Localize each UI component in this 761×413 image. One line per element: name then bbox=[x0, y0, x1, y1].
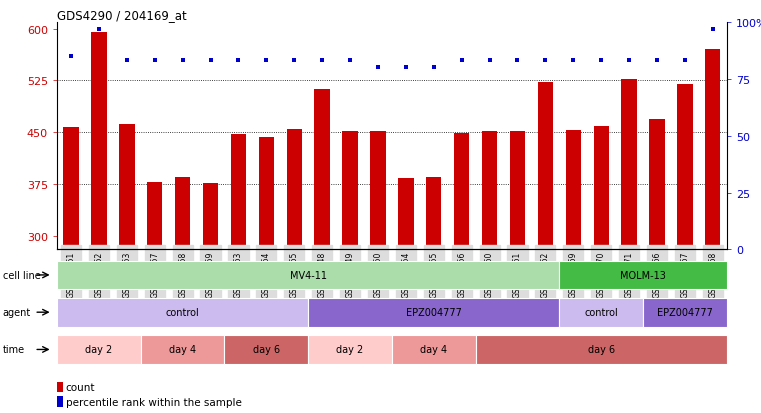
Point bbox=[400, 65, 412, 71]
Bar bbox=[308, 335, 392, 364]
Point bbox=[483, 58, 495, 65]
Text: day 2: day 2 bbox=[336, 344, 364, 355]
Bar bbox=[476, 335, 727, 364]
Bar bbox=[342, 131, 358, 250]
Text: day 4: day 4 bbox=[169, 344, 196, 355]
Text: day 6: day 6 bbox=[253, 344, 280, 355]
Bar bbox=[594, 127, 609, 250]
Text: day 4: day 4 bbox=[420, 344, 447, 355]
Bar bbox=[398, 179, 413, 250]
Text: day 2: day 2 bbox=[85, 344, 113, 355]
Bar bbox=[57, 382, 63, 392]
Bar bbox=[259, 138, 274, 250]
Point bbox=[121, 58, 133, 65]
Bar bbox=[287, 129, 302, 250]
Bar bbox=[705, 50, 721, 250]
Bar bbox=[57, 261, 559, 290]
Text: EPZ004777: EPZ004777 bbox=[657, 307, 713, 318]
Point bbox=[65, 54, 77, 60]
Bar bbox=[538, 83, 553, 250]
Bar bbox=[147, 183, 162, 250]
Text: MV4-11: MV4-11 bbox=[290, 270, 326, 280]
Point bbox=[148, 58, 161, 65]
Point bbox=[260, 58, 272, 65]
Bar bbox=[565, 131, 581, 250]
Bar bbox=[649, 120, 664, 250]
Point bbox=[372, 65, 384, 71]
Bar bbox=[454, 133, 470, 250]
Point bbox=[93, 26, 105, 33]
Point bbox=[205, 58, 217, 65]
Bar bbox=[426, 178, 441, 250]
Bar bbox=[175, 178, 190, 250]
Point bbox=[316, 58, 328, 65]
Bar bbox=[314, 90, 330, 250]
Point bbox=[511, 58, 524, 65]
Point bbox=[679, 58, 691, 65]
Bar bbox=[559, 298, 643, 327]
Text: MOLM-13: MOLM-13 bbox=[620, 270, 666, 280]
Text: GDS4290 / 204169_at: GDS4290 / 204169_at bbox=[57, 9, 186, 21]
Text: control: control bbox=[584, 307, 618, 318]
Text: count: count bbox=[65, 382, 95, 392]
Text: day 6: day 6 bbox=[587, 344, 615, 355]
Bar bbox=[371, 131, 386, 250]
Bar bbox=[482, 131, 497, 250]
Point bbox=[288, 58, 301, 65]
Bar bbox=[141, 335, 224, 364]
Text: control: control bbox=[166, 307, 199, 318]
Point bbox=[707, 26, 719, 33]
Text: EPZ004777: EPZ004777 bbox=[406, 307, 462, 318]
Point bbox=[344, 58, 356, 65]
Bar bbox=[63, 127, 78, 250]
Point bbox=[456, 58, 468, 65]
Point bbox=[232, 58, 244, 65]
Bar bbox=[677, 85, 693, 250]
Text: percentile rank within the sample: percentile rank within the sample bbox=[65, 396, 241, 407]
Point bbox=[623, 58, 635, 65]
Bar bbox=[392, 335, 476, 364]
Bar bbox=[57, 298, 308, 327]
Bar bbox=[57, 396, 63, 406]
Text: cell line: cell line bbox=[3, 270, 40, 280]
Bar bbox=[57, 335, 141, 364]
Bar bbox=[231, 135, 246, 250]
Bar bbox=[91, 33, 107, 250]
Bar bbox=[510, 131, 525, 250]
Bar bbox=[203, 183, 218, 250]
Text: agent: agent bbox=[3, 307, 31, 318]
Bar bbox=[559, 261, 727, 290]
Point bbox=[540, 58, 552, 65]
Point bbox=[567, 58, 579, 65]
Bar bbox=[224, 335, 308, 364]
Point bbox=[595, 58, 607, 65]
Point bbox=[651, 58, 663, 65]
Bar bbox=[643, 298, 727, 327]
Text: time: time bbox=[3, 344, 25, 355]
Bar bbox=[622, 80, 637, 250]
Point bbox=[428, 65, 440, 71]
Point bbox=[177, 58, 189, 65]
Bar bbox=[308, 298, 559, 327]
Bar bbox=[119, 125, 135, 250]
